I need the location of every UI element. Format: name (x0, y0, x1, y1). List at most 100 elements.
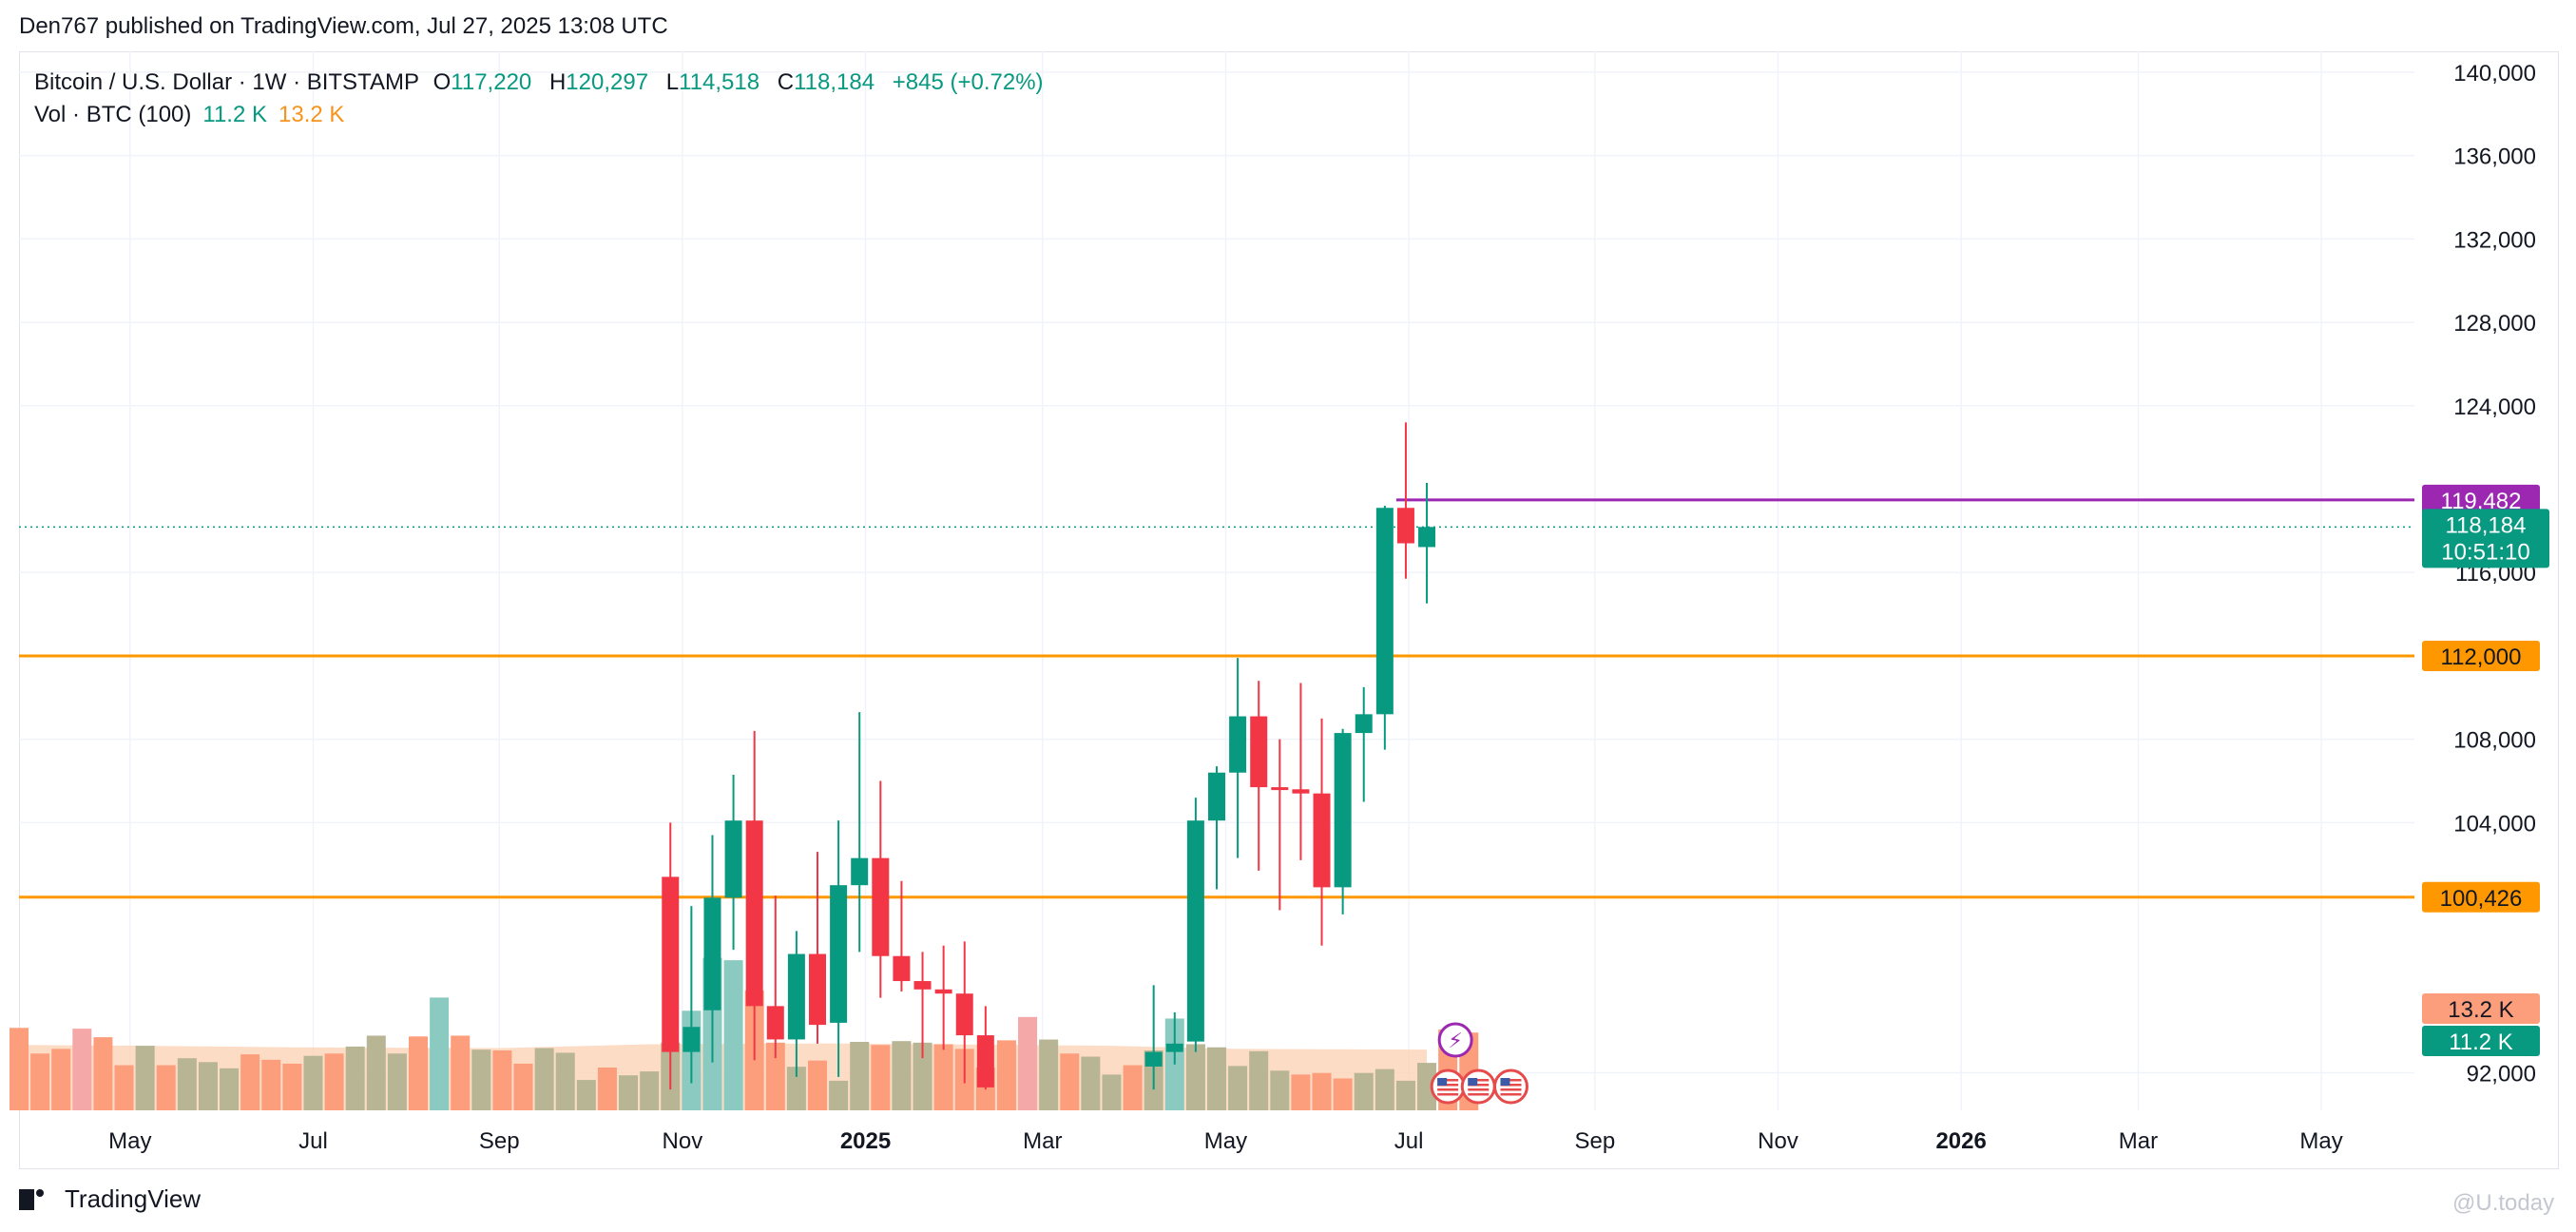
volume-bar (1228, 1066, 1248, 1110)
volume-bar (72, 1029, 92, 1110)
candle-body (976, 1035, 994, 1088)
volume-bar (534, 1048, 554, 1110)
y-tick-label: 124,000 (2453, 395, 2536, 420)
volume-bar (324, 1053, 344, 1110)
x-tick-label: May (2299, 1128, 2342, 1154)
y-tick-label: 92,000 (2467, 1062, 2536, 1088)
volume-bar (1185, 1044, 1205, 1110)
volume-bar (198, 1062, 218, 1110)
volume-bar (850, 1042, 870, 1110)
volume-bar (345, 1046, 365, 1110)
volume-bar (1270, 1070, 1290, 1110)
support-price-tag-bg (2422, 640, 2540, 671)
volume-bar (10, 1028, 29, 1110)
volume-bar (913, 1042, 932, 1110)
candle-body (745, 820, 763, 1007)
y-tick-label: 140,000 (2453, 61, 2536, 87)
support-price-tag-bg (2422, 881, 2540, 913)
flag-canton (1500, 1078, 1510, 1086)
brand-name: TradingView (65, 1184, 202, 1213)
x-tick-label: Jul (298, 1128, 328, 1154)
candle-body (703, 897, 721, 1011)
y-tick-label: 104,000 (2453, 811, 2536, 837)
legend-symbol[interactable]: Bitcoin / U.S. Dollar · 1W · BITSTAMP (34, 69, 419, 95)
x-tick-label: May (108, 1128, 151, 1154)
volume-bar (786, 1067, 806, 1110)
volume-bar (1060, 1053, 1080, 1110)
volume-bar (1354, 1072, 1374, 1110)
volume-bar (1039, 1039, 1059, 1110)
support-price-tag-text: 100,426 (2440, 886, 2523, 912)
y-tick-label: 128,000 (2453, 311, 2536, 337)
volume-bar (1207, 1047, 1226, 1110)
volume-bar (93, 1037, 113, 1110)
candle-body (893, 955, 911, 982)
flag-stripe (1468, 1084, 1490, 1087)
flag-stripe (1500, 1084, 1522, 1087)
volume-bar (871, 1045, 891, 1110)
x-tick-label: 2025 (840, 1128, 891, 1154)
volume-bar (366, 1035, 386, 1110)
candle-body (1313, 793, 1331, 888)
volume-bar (1291, 1074, 1311, 1110)
candle-body (1229, 716, 1247, 773)
volume-layer (10, 957, 1479, 1110)
candle-body (1250, 716, 1268, 788)
tradingview-brand[interactable]: TradingView (19, 1184, 201, 1214)
chart-frame (19, 51, 2559, 1169)
candles-layer (662, 422, 1436, 1090)
volume-bar (303, 1055, 323, 1110)
volume-bar (30, 1053, 50, 1110)
legend-open-label: O (433, 69, 452, 95)
candle-body (1144, 1051, 1163, 1067)
volume-bar (933, 1044, 953, 1110)
volume-bar (51, 1049, 71, 1110)
candle-body (809, 953, 826, 1026)
candle-body (1165, 1043, 1183, 1052)
volume-bar (808, 1060, 827, 1110)
candle-body (1208, 772, 1225, 821)
volume-bar (240, 1054, 260, 1110)
legend-high-value: 120,297 (566, 69, 649, 95)
volume-bar (1395, 1080, 1415, 1110)
legend-volume-sell: 13.2 K (279, 102, 345, 127)
y-tick-label: 136,000 (2453, 144, 2536, 170)
legend-price-row: Bitcoin / U.S. Dollar · 1W · BITSTAMP O1… (34, 67, 1055, 99)
volume-bar (409, 1036, 428, 1110)
legend-volume-row: Vol · BTC (100) 11.2 K 13.2 K (34, 99, 1055, 131)
support-price-tag: 112,000 (2422, 640, 2540, 671)
legend-low-value: 114,518 (679, 69, 760, 95)
volume-bar (114, 1065, 134, 1110)
last-price-tag-text: 10:51:10 (2441, 539, 2529, 565)
flag-stripe (1468, 1093, 1490, 1096)
candle-body (1292, 789, 1310, 794)
volume-bar (640, 1071, 660, 1110)
y-tick-label: 108,000 (2453, 728, 2536, 754)
x-tick-label: Sep (479, 1128, 520, 1154)
candle-body (682, 1027, 701, 1052)
event-markers-layer: ⚡ (1430, 1022, 1528, 1105)
candle-body (787, 953, 805, 1040)
volume-bar (597, 1068, 617, 1110)
legend-volume-buy: 11.2 K (202, 102, 267, 127)
candle-body (955, 993, 973, 1036)
flag-stripe (1468, 1079, 1490, 1082)
flag-canton (1468, 1078, 1478, 1086)
volume-bar (723, 960, 743, 1110)
grid-layer (19, 51, 2414, 1110)
legend-close-label: C (777, 69, 795, 95)
volume-bar (555, 1052, 575, 1110)
legend-volume-label[interactable]: Vol · BTC (100) (34, 102, 192, 127)
volume-bar (513, 1063, 533, 1110)
flag-stripe (1437, 1088, 1459, 1091)
candle-body (766, 1006, 784, 1040)
volume-bar (1102, 1074, 1122, 1110)
last-price-tag-text: 118,184 (2446, 512, 2527, 538)
support-price-tag: 100,426 (2422, 881, 2540, 913)
flag-stripe (1500, 1088, 1522, 1091)
volume-bar (576, 1080, 596, 1110)
flag-stripe (1500, 1079, 1522, 1082)
legend-open-value: 117,220 (451, 69, 532, 95)
